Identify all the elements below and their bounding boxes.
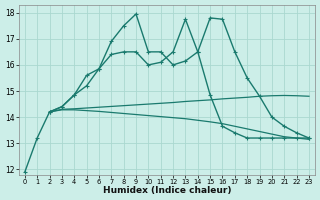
X-axis label: Humidex (Indice chaleur): Humidex (Indice chaleur) (103, 186, 231, 195)
